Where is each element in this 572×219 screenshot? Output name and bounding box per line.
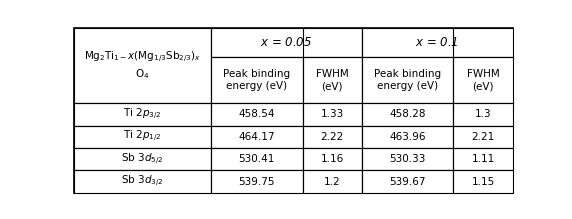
Text: $\mathregular{Mg_2Ti_{1-}}\mathit{x}\mathregular{(Mg_{1/3}Sb_{2/3})_{\mathit{x}}: $\mathregular{Mg_2Ti_{1-}}\mathit{x}\mat…	[84, 50, 201, 81]
Bar	[74, 103, 211, 126]
Bar	[303, 170, 362, 193]
Text: 463.96: 463.96	[390, 132, 426, 142]
Bar	[211, 148, 303, 170]
Bar	[303, 148, 362, 170]
Text: Sb $3d_{5/2}$: Sb $3d_{5/2}$	[121, 152, 164, 167]
Text: Sb $3d_{3/2}$: Sb $3d_{3/2}$	[121, 174, 164, 189]
Bar	[303, 57, 362, 103]
Text: 539.75: 539.75	[239, 177, 275, 187]
Bar	[454, 148, 513, 170]
Bar	[211, 126, 303, 148]
Text: Ti $2p_{1/2}$: Ti $2p_{1/2}$	[123, 129, 162, 144]
Text: 1.15: 1.15	[471, 177, 495, 187]
Bar	[362, 103, 454, 126]
Text: Peak binding
energy (eV): Peak binding energy (eV)	[223, 69, 291, 91]
Text: 530.33: 530.33	[390, 154, 426, 164]
Text: 1.3: 1.3	[475, 110, 491, 120]
Bar	[211, 103, 303, 126]
Text: Peak binding
energy (eV): Peak binding energy (eV)	[374, 69, 441, 91]
Bar	[74, 126, 211, 148]
Text: FWHM
(eV): FWHM (eV)	[467, 69, 499, 91]
Text: $\mathit{x}$ = 0.1: $\mathit{x}$ = 0.1	[415, 36, 459, 49]
Text: $\mathit{x}$ = 0.05: $\mathit{x}$ = 0.05	[260, 36, 312, 49]
Text: 1.16: 1.16	[320, 154, 344, 164]
Bar	[211, 28, 362, 57]
Text: 2.22: 2.22	[320, 132, 344, 142]
Bar	[303, 103, 362, 126]
Text: 1.33: 1.33	[320, 110, 344, 120]
Text: 2.21: 2.21	[471, 132, 495, 142]
Text: 530.41: 530.41	[239, 154, 275, 164]
Bar	[362, 170, 454, 193]
Bar	[211, 57, 303, 103]
Bar	[454, 103, 513, 126]
Bar	[74, 148, 211, 170]
Bar	[362, 148, 454, 170]
Bar	[362, 126, 454, 148]
Bar	[362, 28, 513, 57]
Bar	[454, 126, 513, 148]
Text: 539.67: 539.67	[390, 177, 426, 187]
Text: Ti $2p_{3/2}$: Ti $2p_{3/2}$	[123, 107, 162, 122]
Text: 1.2: 1.2	[324, 177, 340, 187]
Text: 458.28: 458.28	[390, 110, 426, 120]
Text: 464.17: 464.17	[239, 132, 275, 142]
Bar	[303, 126, 362, 148]
Bar	[74, 170, 211, 193]
Bar	[454, 57, 513, 103]
Text: FWHM
(eV): FWHM (eV)	[316, 69, 348, 91]
Text: 458.54: 458.54	[239, 110, 275, 120]
Bar	[454, 170, 513, 193]
Bar	[74, 28, 211, 103]
Text: 1.11: 1.11	[471, 154, 495, 164]
Bar	[362, 57, 454, 103]
Bar	[211, 170, 303, 193]
